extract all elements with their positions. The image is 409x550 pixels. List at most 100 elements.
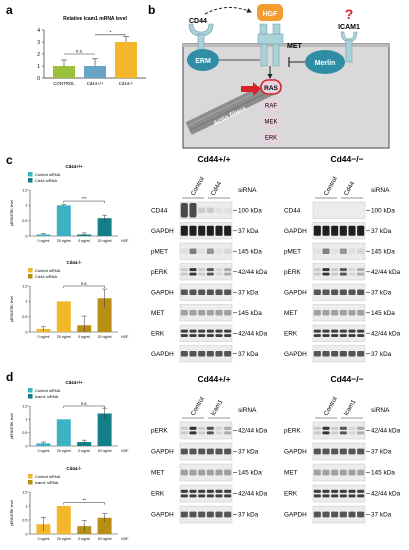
legend-label: Cd44 siRNA — [35, 274, 57, 279]
blot-membrane — [179, 484, 233, 503]
kda-label: 37 kDa — [371, 351, 392, 358]
blot-band — [348, 334, 356, 338]
blot-band — [322, 268, 330, 272]
blot-band — [331, 426, 339, 430]
blot-band — [322, 469, 330, 476]
panel-d-blot-wt: Cd44+/+ Control Icam1 siRNA pERK 42/44 kDa GAP… — [150, 372, 275, 524]
x-tick-label: 20 ng/ml — [98, 537, 112, 541]
blot-band — [224, 489, 232, 493]
blot-band — [198, 350, 206, 357]
met-receptor — [257, 23, 284, 67]
blot-membrane — [179, 324, 233, 342]
kda-label: 37 kDa — [371, 449, 392, 456]
blot-band — [357, 489, 365, 493]
legend-label: Control siRNA — [35, 268, 61, 273]
blot-membrane — [179, 345, 233, 363]
y-tick-label: 1.5 — [22, 188, 27, 192]
blot-protein-label: GAPDH — [284, 289, 307, 296]
icam1-label: ICAM1 — [338, 24, 360, 31]
blot-protein-label: ERK — [284, 491, 298, 498]
blot-protein-label: pERK — [151, 269, 168, 276]
legend-swatch — [28, 178, 33, 183]
blot-band — [198, 489, 206, 493]
x-tick-label: 0 ng/ml — [38, 239, 50, 243]
blot-band — [339, 426, 347, 430]
blot-band — [348, 489, 356, 493]
blot-membrane — [179, 242, 233, 260]
blot-band — [331, 469, 339, 476]
legend-label: Icam1 siRNA — [35, 480, 59, 485]
blot-membrane — [312, 463, 366, 482]
sirna-label: siRNA — [238, 407, 257, 414]
blot-protein-label: pERK — [284, 428, 301, 435]
legend-swatch — [28, 474, 33, 479]
hgf-label: HGF — [263, 11, 279, 18]
merlin-protein — [305, 50, 345, 74]
raf-node — [261, 99, 281, 111]
blot-band — [313, 272, 321, 276]
blot-band — [322, 426, 330, 430]
blot-band — [215, 207, 223, 214]
y-tick-label: 0 — [25, 234, 27, 238]
blot-membrane — [312, 484, 366, 503]
kda-label: 37 kDa — [371, 512, 392, 519]
blot-band — [206, 511, 214, 518]
blot-band — [180, 448, 188, 455]
blot-band — [331, 289, 339, 296]
blot-band — [348, 469, 356, 476]
blot-protein-label: GAPDH — [284, 351, 307, 358]
chart-title: Cd44-/- — [67, 260, 82, 265]
y-tick-label: 0.5 — [22, 219, 27, 223]
kda-label: 42/44 kDa — [238, 491, 268, 498]
blot-band — [215, 350, 223, 357]
blot-band — [339, 489, 347, 493]
blot-band — [180, 289, 188, 296]
legend-swatch — [28, 268, 33, 273]
x-tick-label: Cd44+/+ — [87, 81, 104, 86]
blot-band — [215, 489, 223, 493]
blot-band — [224, 248, 232, 255]
blot-band — [215, 225, 223, 236]
blot-band — [348, 431, 356, 435]
blot-band — [180, 350, 188, 357]
x-tick-label: Cd44-/- — [119, 81, 134, 86]
blot-band — [322, 329, 330, 333]
blot-band — [339, 289, 347, 296]
blot-membrane — [179, 421, 233, 440]
lane-label: Control — [190, 176, 206, 197]
x-unit-label: HGF — [121, 449, 129, 453]
y-tick-label: 1 — [37, 64, 40, 70]
blot-protein-label: GAPDH — [284, 228, 307, 235]
y-tick-label: 1 — [25, 204, 27, 208]
blot-band — [206, 469, 214, 476]
blot-band — [206, 350, 214, 357]
blot-band — [180, 272, 188, 276]
y-tick-label: 0.5 — [22, 431, 27, 435]
blot-band — [322, 511, 330, 518]
blot-band — [215, 329, 223, 333]
blot-band — [189, 489, 197, 493]
blot-band — [189, 511, 197, 518]
bar — [77, 442, 92, 446]
kda-label: 145 kDa — [238, 470, 262, 477]
blot-band — [339, 511, 347, 518]
blot-band — [357, 248, 365, 255]
sirna-label: siRNA — [238, 187, 257, 194]
x-unit-label: HGF — [121, 335, 129, 339]
kda-label: 37 kDa — [238, 449, 259, 456]
lane-label: Control — [323, 396, 339, 417]
blot-band — [322, 225, 330, 236]
blot-band — [215, 426, 223, 430]
met-label: MET — [287, 43, 303, 50]
blot-band — [189, 494, 197, 498]
legend-swatch — [28, 172, 33, 177]
blot-band — [224, 350, 232, 357]
blot-membrane — [312, 283, 366, 301]
blot-membrane — [312, 324, 366, 342]
y-tick-label: 0.5 — [22, 315, 27, 319]
blot-membrane — [179, 283, 233, 301]
blot-band — [189, 448, 197, 455]
ras-label: RAS — [264, 85, 278, 92]
x-tick-label: 20 ng/ml — [98, 335, 112, 339]
